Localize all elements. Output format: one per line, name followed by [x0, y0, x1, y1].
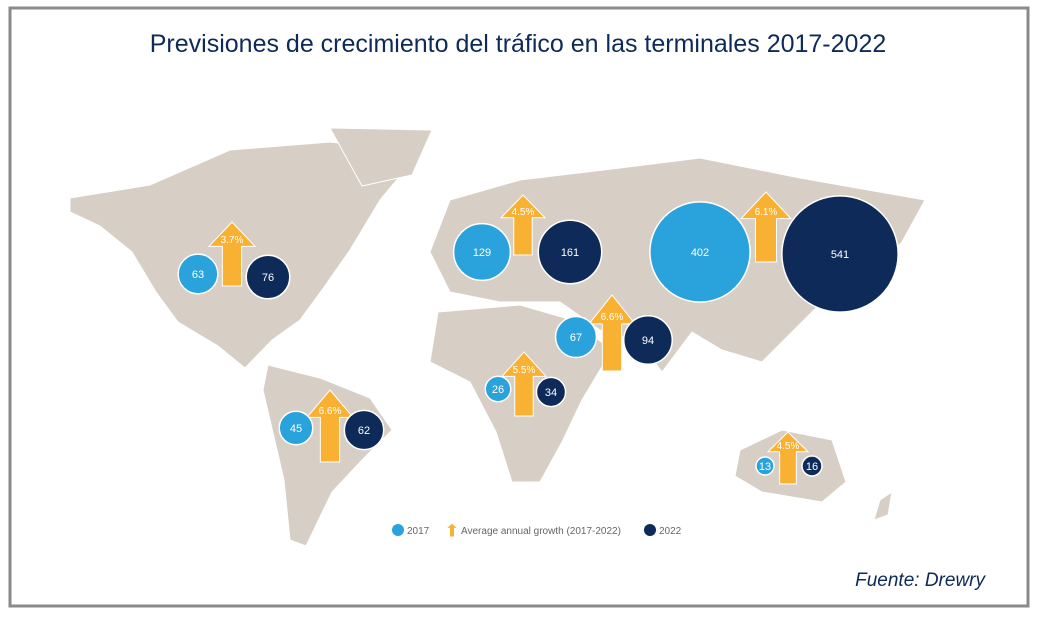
growth-label: 6.6%: [319, 406, 342, 417]
growth-label: 5.5%: [513, 365, 536, 376]
growth-arrow: [207, 221, 257, 287]
legend-swatch: [392, 524, 404, 536]
growth-arrow: [766, 431, 810, 485]
bubble-label: 67: [570, 332, 582, 344]
bubble-label: 26: [492, 384, 504, 396]
bubble-value-2022: [537, 219, 603, 285]
bubble-label: 541: [831, 249, 849, 261]
growth-label: 3.7%: [221, 235, 244, 246]
north-america: [69, 141, 421, 369]
bubble-value-2022: [623, 315, 673, 365]
bubble-value-2017: [452, 222, 512, 282]
bubble-label: 45: [290, 423, 302, 435]
growth-label: 4.5%: [512, 207, 535, 218]
greenland: [329, 127, 433, 187]
bubble-label: 129: [473, 247, 491, 259]
bubble-label: 13: [759, 461, 771, 473]
legend-label: 2022: [659, 526, 682, 537]
bubble-label: 76: [262, 272, 274, 284]
growth-label: 4.5%: [777, 441, 800, 452]
bubble-value-2017: [484, 375, 512, 403]
region: 6.6% 67 94: [554, 294, 673, 372]
bubble-value-2017: [755, 456, 775, 476]
growth-label: 6.1%: [755, 207, 778, 218]
bubble-label: 402: [691, 247, 709, 259]
bubble-label: 161: [561, 247, 579, 259]
bubble-label: 63: [192, 269, 204, 281]
region: 3.7% 63 76: [177, 221, 291, 300]
bubble-value-2017: [278, 410, 314, 446]
bubble-value-2022: [781, 195, 899, 313]
region: 5.5% 26 34: [484, 351, 567, 417]
region: 4.5% 13 16: [755, 431, 823, 485]
title: Previsiones de crecimiento del tráfico e…: [150, 30, 887, 58]
growth-arrow: [739, 191, 793, 263]
growth-arrow: [444, 522, 460, 538]
source: Fuente: Drewry: [855, 570, 986, 591]
growth-label: 6.6%: [601, 312, 624, 323]
region: 4.5% 129 161: [452, 194, 603, 285]
bubble-label: 94: [642, 335, 654, 347]
legend-swatch: [644, 524, 656, 536]
bubble-value-2017: [554, 315, 598, 359]
bubble-value-2022: [343, 409, 385, 451]
growth-arrow: [500, 351, 548, 417]
bubble-value-2022: [801, 455, 823, 477]
legend: 2017 Average annual growth (2017-2022) 202…: [392, 522, 682, 538]
legend-label: Average annual growth (2017-2022): [461, 526, 621, 537]
new-zealand: [873, 490, 893, 521]
growth-arrow: [499, 194, 547, 256]
bubble-label: 34: [545, 387, 557, 399]
region: 6.1% 402 541: [649, 191, 899, 313]
bubble-value-2017: [649, 201, 751, 303]
bubble-value-2017: [177, 253, 219, 295]
region: 6.6% 45 62: [278, 389, 385, 463]
bubble-value-2022: [535, 376, 567, 408]
bubble-label: 16: [806, 461, 818, 473]
bubble-label: 62: [358, 425, 370, 437]
legend-label: 2017: [407, 526, 430, 537]
regions: 3.7% 63 76 4.5% 129 161 6.1% 402 541 6.6% 67 94 5.5%…: [177, 191, 899, 485]
bubble-value-2022: [245, 254, 291, 300]
